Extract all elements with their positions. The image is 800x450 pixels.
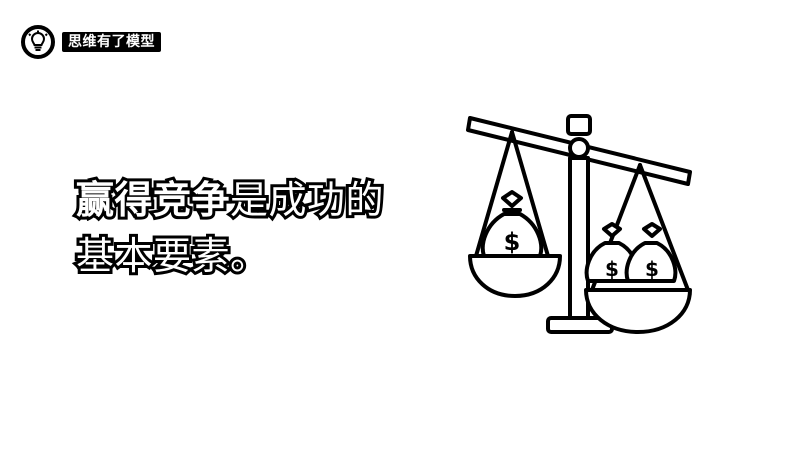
- brand-header: 思维有了模型: [20, 24, 161, 60]
- headline-line-1-rest: 是成功的: [227, 175, 387, 225]
- dollar-sign-right-2: $: [645, 257, 659, 281]
- brand-name: 思维有了模型: [62, 32, 161, 52]
- headline-line-2: 基本要素。: [73, 231, 271, 281]
- balance-scale-money-bags-icon: $ $ $: [466, 114, 692, 334]
- headline: 赢得竞争是成功的 基本要素。: [73, 172, 436, 284]
- lightbulb-brain-icon: [21, 25, 55, 59]
- dollar-sign-right-1: $: [605, 257, 619, 281]
- headline-line-1: 赢得竞争是成功的: [73, 172, 436, 228]
- headline-emphasis: 赢得竞争: [73, 175, 233, 225]
- dollar-sign-left: $: [504, 228, 521, 256]
